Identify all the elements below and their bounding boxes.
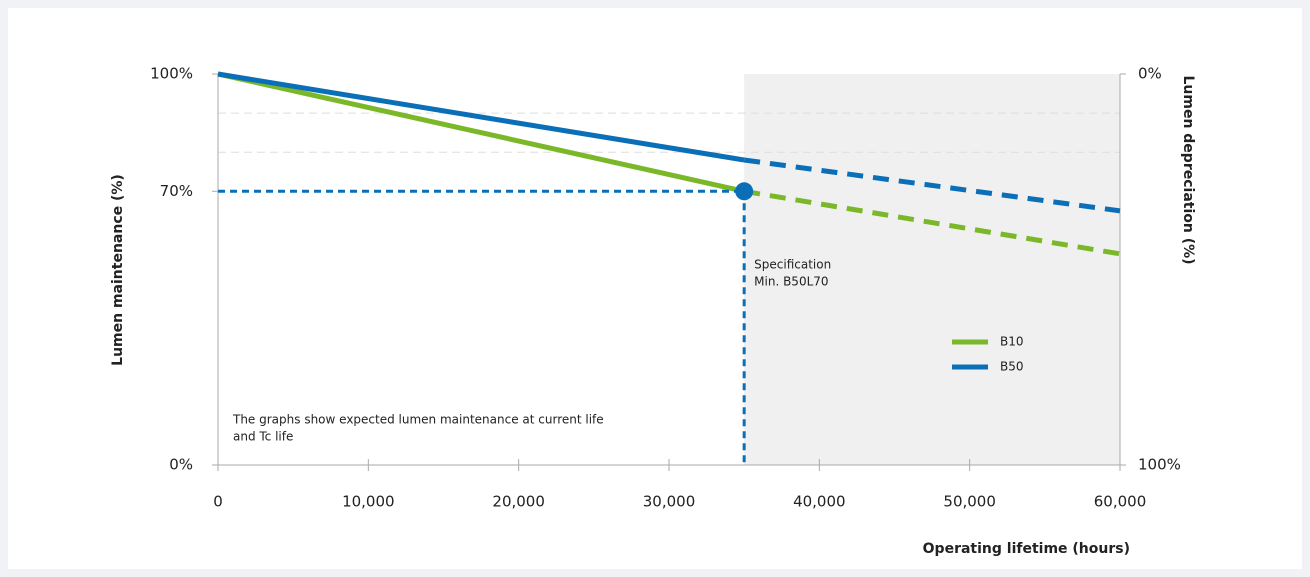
specification-text: Min. B50L70 xyxy=(754,275,828,289)
x-tick-label: 60,000 xyxy=(1094,493,1147,511)
background-layer xyxy=(217,74,1121,466)
x-axis-title: Operating lifetime (hours) xyxy=(923,541,1130,557)
y-tick-label: 70% xyxy=(160,182,193,200)
note-text: and Tc life xyxy=(233,430,293,444)
line-solid xyxy=(217,71,745,163)
y2-tick-label: 0% xyxy=(1138,65,1162,83)
note-text: The graphs show expected lumen maintenan… xyxy=(232,413,604,427)
x-tick-label: 40,000 xyxy=(793,493,846,511)
y-tick-label: 0% xyxy=(169,456,193,474)
line-solid xyxy=(217,71,745,194)
y-axis-title: Lumen maintenance (%) xyxy=(110,174,126,366)
x-tick-label: 50,000 xyxy=(943,493,996,511)
x-tick-label: 20,000 xyxy=(492,493,545,511)
specification-point xyxy=(735,182,754,201)
y2-axis-title: Lumen depreciation (%) xyxy=(1180,75,1196,264)
x-tick-label: 10,000 xyxy=(342,493,395,511)
x-tick-label: 30,000 xyxy=(643,493,696,511)
shaded-region xyxy=(744,74,1120,465)
y-tick-label: 100% xyxy=(150,65,193,83)
specification-text: Specification xyxy=(754,258,831,272)
legend-label: B50 xyxy=(1000,360,1024,374)
line-projected xyxy=(743,157,1121,214)
legend-label: B10 xyxy=(1000,335,1024,349)
line-projected xyxy=(743,188,1121,257)
y2-tick-label: 100% xyxy=(1138,456,1181,474)
x-tick-label: 0 xyxy=(213,493,223,511)
